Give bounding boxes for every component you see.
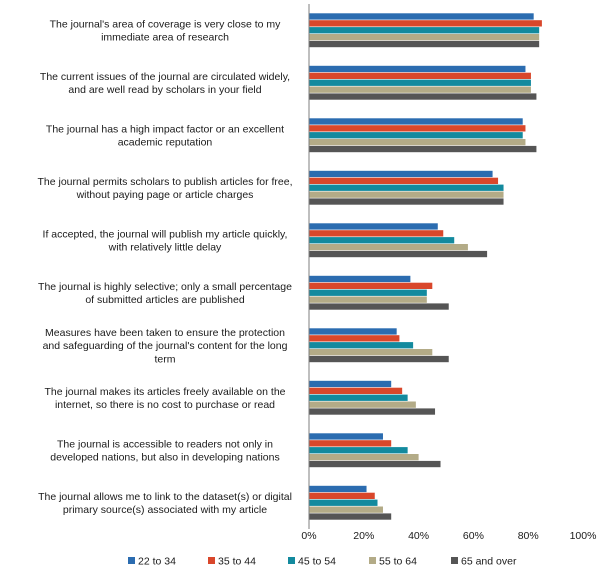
bar-45-to-54-cat-9 — [309, 499, 378, 506]
bar-22-to-34-cat-4 — [309, 223, 438, 230]
legend-label-1: 35 to 44 — [218, 556, 256, 568]
bar-22-to-34-cat-1 — [309, 65, 526, 73]
bar-55-to-64-cat-7 — [309, 401, 416, 408]
bar-55-to-64-cat-9 — [309, 506, 383, 513]
bar-55-to-64-cat-1 — [309, 86, 531, 93]
bar-65-and-over-cat-8 — [309, 460, 441, 468]
category-label-2: The journal has a high impact factor or … — [46, 123, 284, 148]
bar-55-to-64-cat-5 — [309, 296, 427, 303]
bar-55-to-64-cat-3 — [309, 191, 504, 198]
legend-swatch-4 — [451, 557, 458, 564]
bar-35-to-44-cat-5 — [309, 282, 433, 289]
bar-65-and-over-cat-4 — [309, 250, 488, 258]
bar-45-to-54-cat-5 — [309, 289, 427, 296]
category-label-1: The current issues of the journal are ci… — [40, 71, 290, 96]
bar-65-and-over-cat-9 — [309, 513, 392, 520]
category-label-9: The journal allows me to link to the dat… — [38, 491, 292, 516]
bars-layer — [309, 13, 542, 520]
bar-45-to-54-cat-3 — [309, 184, 504, 191]
category-label-7: The journal makes its articles freely av… — [44, 386, 285, 411]
category-label-5: The journal is highly selective; only a … — [38, 281, 292, 306]
bar-65-and-over-cat-5 — [309, 303, 449, 310]
bar-22-to-34-cat-2 — [309, 118, 523, 125]
bar-22-to-34-cat-9 — [309, 485, 367, 493]
bar-65-and-over-cat-3 — [309, 198, 504, 205]
bar-65-and-over-cat-6 — [309, 355, 449, 363]
bar-45-to-54-cat-0 — [309, 27, 540, 34]
bar-55-to-64-cat-8 — [309, 454, 419, 461]
legend-label-3: 55 to 64 — [379, 556, 417, 568]
bar-22-to-34-cat-3 — [309, 170, 493, 178]
bar-35-to-44-cat-3 — [309, 177, 499, 184]
bar-35-to-44-cat-4 — [309, 230, 444, 237]
category-label-3: The journal permits scholars to publish … — [37, 176, 292, 201]
bar-35-to-44-cat-6 — [309, 335, 400, 342]
bar-65-and-over-cat-2 — [309, 145, 537, 153]
bar-45-to-54-cat-4 — [309, 237, 455, 244]
legend: 22 to 34 35 to 44 45 to 54 55 to 64 65 and o… — [128, 556, 517, 568]
legend-label-2: 45 to 54 — [298, 556, 336, 568]
bar-65-and-over-cat-1 — [309, 93, 537, 100]
bar-22-to-34-cat-0 — [309, 13, 534, 20]
legend-swatch-3 — [369, 557, 376, 564]
bar-45-to-54-cat-6 — [309, 342, 414, 349]
bar-35-to-44-cat-1 — [309, 72, 531, 79]
bar-35-to-44-cat-2 — [309, 125, 526, 132]
x-tick-label: 100% — [570, 530, 597, 542]
bar-35-to-44-cat-8 — [309, 440, 392, 447]
x-tick-label: 0% — [301, 530, 316, 542]
bar-35-to-44-cat-0 — [309, 20, 542, 27]
category-label-4: If accepted, the journal will publish my… — [43, 228, 288, 253]
bar-45-to-54-cat-7 — [309, 394, 408, 401]
bar-65-and-over-cat-7 — [309, 408, 436, 415]
category-label-6: Measures have been taken to ensure the p… — [43, 327, 288, 365]
bar-35-to-44-cat-7 — [309, 387, 403, 394]
bar-55-to-64-cat-0 — [309, 34, 540, 41]
x-tick-label: 40% — [408, 530, 429, 542]
bar-45-to-54-cat-1 — [309, 79, 531, 86]
category-labels: The journal's area of coverage is very c… — [37, 18, 292, 516]
legend-label-0: 22 to 34 — [138, 556, 176, 568]
legend-swatch-0 — [128, 557, 135, 564]
bar-55-to-64-cat-6 — [309, 349, 433, 356]
bar-45-to-54-cat-8 — [309, 447, 408, 454]
legend-label-4: 65 and over — [461, 556, 517, 568]
legend-swatch-2 — [288, 557, 295, 564]
bar-22-to-34-cat-7 — [309, 380, 392, 388]
x-axis: 0% 20% 40% 60% 80% 100% — [301, 4, 596, 542]
x-tick-label: 20% — [353, 530, 374, 542]
legend-swatch-1 — [208, 557, 215, 564]
bar-45-to-54-cat-2 — [309, 132, 523, 139]
bar-55-to-64-cat-4 — [309, 244, 468, 251]
bar-22-to-34-cat-8 — [309, 433, 383, 440]
x-tick-label: 80% — [518, 530, 539, 542]
bar-22-to-34-cat-5 — [309, 275, 411, 283]
bar-35-to-44-cat-9 — [309, 492, 375, 499]
bar-65-and-over-cat-0 — [309, 40, 540, 48]
category-label-8: The journal is accessible to readers not… — [50, 438, 279, 463]
bar-55-to-64-cat-2 — [309, 139, 526, 146]
category-label-0: The journal's area of coverage is very c… — [50, 18, 282, 43]
bar-22-to-34-cat-6 — [309, 328, 397, 335]
x-tick-label: 60% — [463, 530, 484, 542]
